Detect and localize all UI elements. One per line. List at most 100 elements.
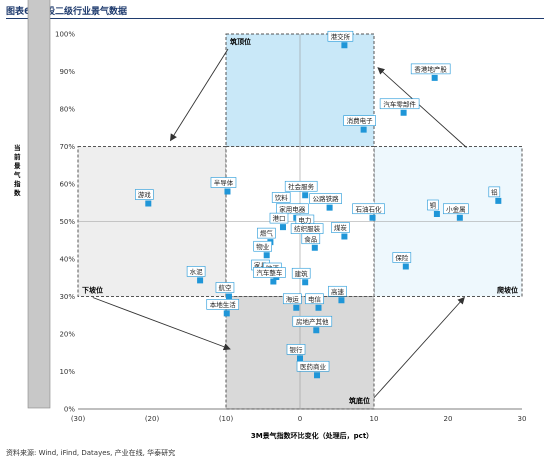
y-tick-label: 20%	[59, 331, 75, 339]
source-note: 资料来源: Wind, iFind, Datayes, 产业在线, 华泰研究	[6, 449, 176, 457]
data-label: 游戏	[138, 190, 152, 199]
data-label: 银行	[290, 345, 304, 354]
y-tick-label: 90%	[59, 68, 75, 76]
data-label: 港口	[272, 214, 285, 223]
y-tick-label: 100%	[55, 31, 75, 39]
data-label-box	[215, 282, 235, 293]
y-tick-label: 0%	[64, 406, 75, 414]
data-label-box	[269, 212, 289, 224]
data-label: 电信	[308, 294, 322, 303]
data-point	[223, 310, 230, 317]
data-point	[431, 74, 438, 81]
data-label: 公路铁路	[313, 194, 340, 203]
data-label-box	[379, 98, 420, 110]
regime-band-4	[27, 0, 51, 409]
data-label: 汽车整车	[256, 268, 283, 277]
data-label: 燃气	[260, 229, 274, 238]
x-axis-title: 3M景气指数环比变化（处理后，pct）	[251, 431, 373, 440]
y-tick-label: 60%	[59, 181, 75, 189]
data-label-box	[253, 267, 286, 278]
y-tick-label: 50%	[59, 218, 75, 226]
data-point	[302, 279, 309, 286]
data-label-box	[488, 186, 501, 198]
data-label: 半导体	[214, 178, 234, 187]
data-label-box	[443, 203, 469, 215]
data-point	[338, 297, 345, 304]
y-tick-label: 40%	[59, 256, 75, 264]
y-tick-label: 70%	[59, 143, 75, 151]
data-label-box	[186, 266, 206, 277]
data-label: 铜	[430, 201, 437, 210]
data-label: 建筑	[295, 269, 309, 278]
data-label-box	[309, 193, 342, 204]
data-label-box	[343, 115, 376, 126]
data-point	[360, 126, 367, 133]
data-point	[279, 224, 286, 231]
data-point	[400, 109, 407, 116]
data-point	[495, 197, 502, 204]
zone-label-top: 筑顶位	[230, 37, 251, 46]
data-point	[313, 327, 320, 334]
data-label-box	[257, 227, 276, 239]
data-point	[224, 188, 231, 195]
data-label: 医药商业	[300, 362, 327, 371]
data-label: 消费电子	[347, 116, 374, 125]
y-axis-title: 当前景气指数	[13, 143, 21, 197]
data-label-box	[327, 30, 354, 42]
y-tick-label: 10%	[59, 368, 75, 376]
data-label: 社会服务	[288, 182, 315, 191]
data-label-box	[206, 299, 240, 310]
data-label: 港交所	[331, 32, 351, 41]
data-label: 纺织服装	[294, 224, 321, 233]
data-point	[402, 263, 409, 270]
data-point	[433, 211, 440, 217]
data-point	[270, 278, 277, 285]
data-label-box	[275, 203, 309, 215]
data-label: 物业	[256, 242, 270, 251]
arrow-left-to-bottom	[92, 297, 231, 351]
arrow-right-to-top	[377, 67, 467, 148]
data-label: 海运	[286, 294, 300, 303]
zone-label-right: 爬坡位	[496, 286, 518, 295]
data-label: 房地产其他	[296, 317, 329, 326]
data-label-box	[286, 344, 306, 355]
title-rule	[6, 18, 544, 19]
data-point	[369, 214, 376, 221]
y-tick-label: 80%	[59, 106, 75, 114]
zone-label-left: 下坡位	[82, 286, 103, 295]
arrow-top-to-left	[170, 48, 229, 142]
data-label-box	[410, 63, 451, 75]
data-label-box	[292, 315, 333, 327]
data-label: 航空	[218, 283, 232, 292]
data-point	[293, 304, 300, 311]
data-label: 汽车零部件	[383, 99, 416, 108]
data-label-box	[352, 203, 385, 215]
data-label-box	[135, 189, 154, 200]
data-label: 本地生活	[210, 300, 237, 309]
x-tick-label: 20	[444, 415, 453, 423]
data-label-box	[392, 252, 412, 263]
data-point	[297, 355, 303, 362]
zone-label-bottom: 筑底位	[349, 396, 370, 405]
data-label-box	[305, 293, 324, 305]
data-point	[314, 372, 321, 379]
data-label-box	[331, 222, 350, 233]
data-point	[263, 252, 270, 259]
data-point	[341, 42, 348, 49]
data-point	[341, 233, 348, 240]
data-label-box	[296, 360, 330, 372]
x-tick-label: (30)	[71, 415, 86, 423]
data-label-box	[284, 180, 318, 192]
data-label-box	[301, 233, 321, 245]
x-tick-label: (20)	[145, 415, 160, 423]
data-label: 铝	[491, 187, 498, 196]
data-label-box	[427, 199, 439, 211]
data-label: 煤炭	[334, 223, 348, 232]
data-point	[326, 204, 333, 211]
data-point	[197, 277, 204, 284]
figure-title: 图表6: 港股二级行业景气数据	[6, 7, 127, 17]
data-label: 香港地产股	[414, 64, 447, 73]
data-label: 家具	[254, 261, 268, 270]
data-point	[456, 214, 463, 221]
data-label: 保险	[395, 253, 409, 262]
